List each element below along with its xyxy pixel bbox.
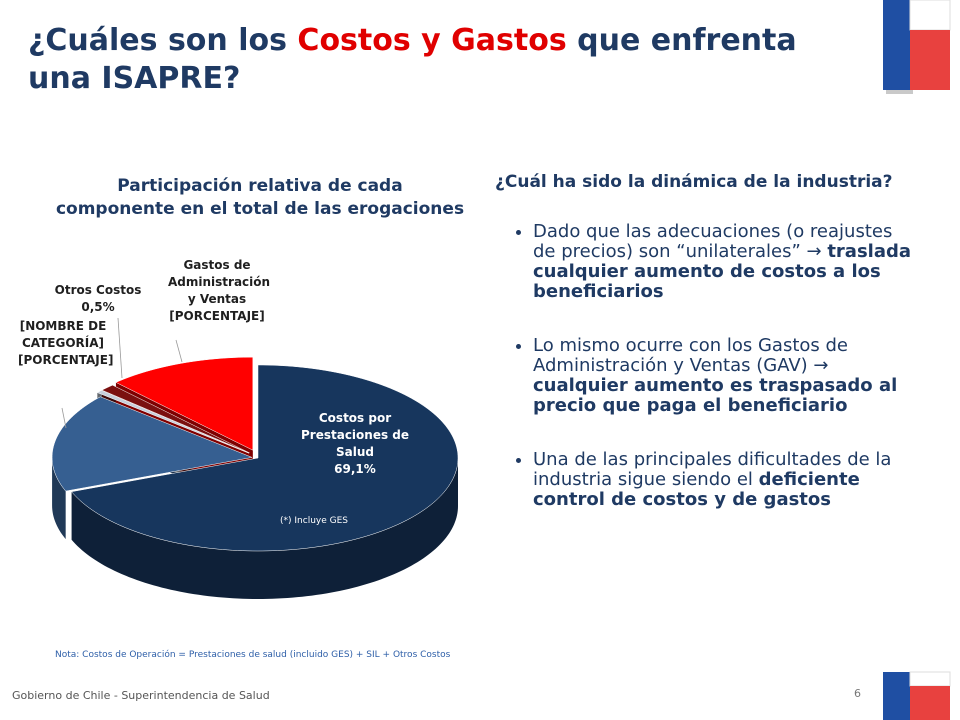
pie-label-category: Gastos de Administración y Ventas xyxy=(168,258,271,306)
bullet: Una de las principales dificultades de l… xyxy=(533,450,915,510)
flag-red xyxy=(910,686,950,720)
bullet-bold: deficiente control de costos y de gastos xyxy=(533,469,860,510)
footer: Gobierno de Chile - Superintendencia de … xyxy=(12,689,270,702)
flag-white xyxy=(909,671,951,687)
pie-label: Gastos de Administración y Ventas [PORCEN… xyxy=(168,257,271,325)
pie-label: Costos por Prestaciones de Salud 69,1% xyxy=(292,410,418,478)
title-part: ¿Cuáles son los xyxy=(28,23,298,58)
pie-label-category: Costos por Prestaciones de Salud xyxy=(300,411,410,459)
pie-slice xyxy=(96,390,250,454)
bullet-text: Dado que las adecuaciones (o reajustes d… xyxy=(533,221,893,262)
pie-slice xyxy=(101,384,250,454)
pie-label-value: [PORCENTAJE] xyxy=(18,353,114,367)
bullet: Lo mismo ocurre con los Gastos de Admini… xyxy=(533,336,915,416)
title-part: Costos y Gastos xyxy=(297,23,567,58)
text-panel: ¿Cuál ha sido la dinámica de la industri… xyxy=(495,172,915,544)
pie-label: [NOMBRE DE CATEGORÍA] [PORCENTAJE] xyxy=(18,318,114,369)
pie xyxy=(51,317,459,599)
slide-title: ¿Cuáles son los Costos y Gastos que enfr… xyxy=(28,22,868,98)
chart-title: Participación relativa de cada component… xyxy=(55,176,465,219)
question: ¿Cuál ha sido la dinámica de la industri… xyxy=(495,172,893,192)
bullet-bold: traslada cualquier aumento de costos a l… xyxy=(533,241,912,302)
flag-white xyxy=(909,0,951,31)
annotation: (*) Incluye GES xyxy=(280,516,348,526)
bullet: Dado que las adecuaciones (o reajustes d… xyxy=(533,222,915,302)
flag-red xyxy=(910,30,950,90)
pie-label-value: [PORCENTAJE] xyxy=(169,309,265,323)
pie-slice xyxy=(115,356,254,451)
pie-side xyxy=(52,457,66,540)
pie-label-value: 69,1% xyxy=(334,462,376,476)
leader-line xyxy=(175,339,183,363)
bullet-bold: cualquier aumento es traspasado al preci… xyxy=(533,375,898,416)
pie-label: Otros Costos 0,5% xyxy=(48,282,148,316)
note: Nota: Costos de Operación = Prestaciones… xyxy=(55,650,451,660)
pie-slice xyxy=(71,364,459,552)
pie-slice xyxy=(51,396,253,492)
leader-line xyxy=(117,317,123,379)
pie-label-category: Otros Costos xyxy=(54,283,142,297)
bullet-list: Dado que las adecuaciones (o reajustes d… xyxy=(495,222,915,510)
title-part: que enfrenta una ISAPRE? xyxy=(28,23,797,96)
pie-side xyxy=(71,458,458,599)
bullet-text: Una de las principales dificultades de l… xyxy=(533,449,892,490)
flag-blue xyxy=(883,672,910,720)
flag-blue xyxy=(883,0,910,90)
pie-label-category: [NOMBRE DE CATEGORÍA] xyxy=(19,319,107,350)
page-number: 6 xyxy=(854,687,861,700)
bullet-text: Lo mismo ocurre con los Gastos de Admini… xyxy=(533,335,849,376)
leader-line xyxy=(61,407,67,429)
pie-label-value: 0,5% xyxy=(81,300,115,314)
